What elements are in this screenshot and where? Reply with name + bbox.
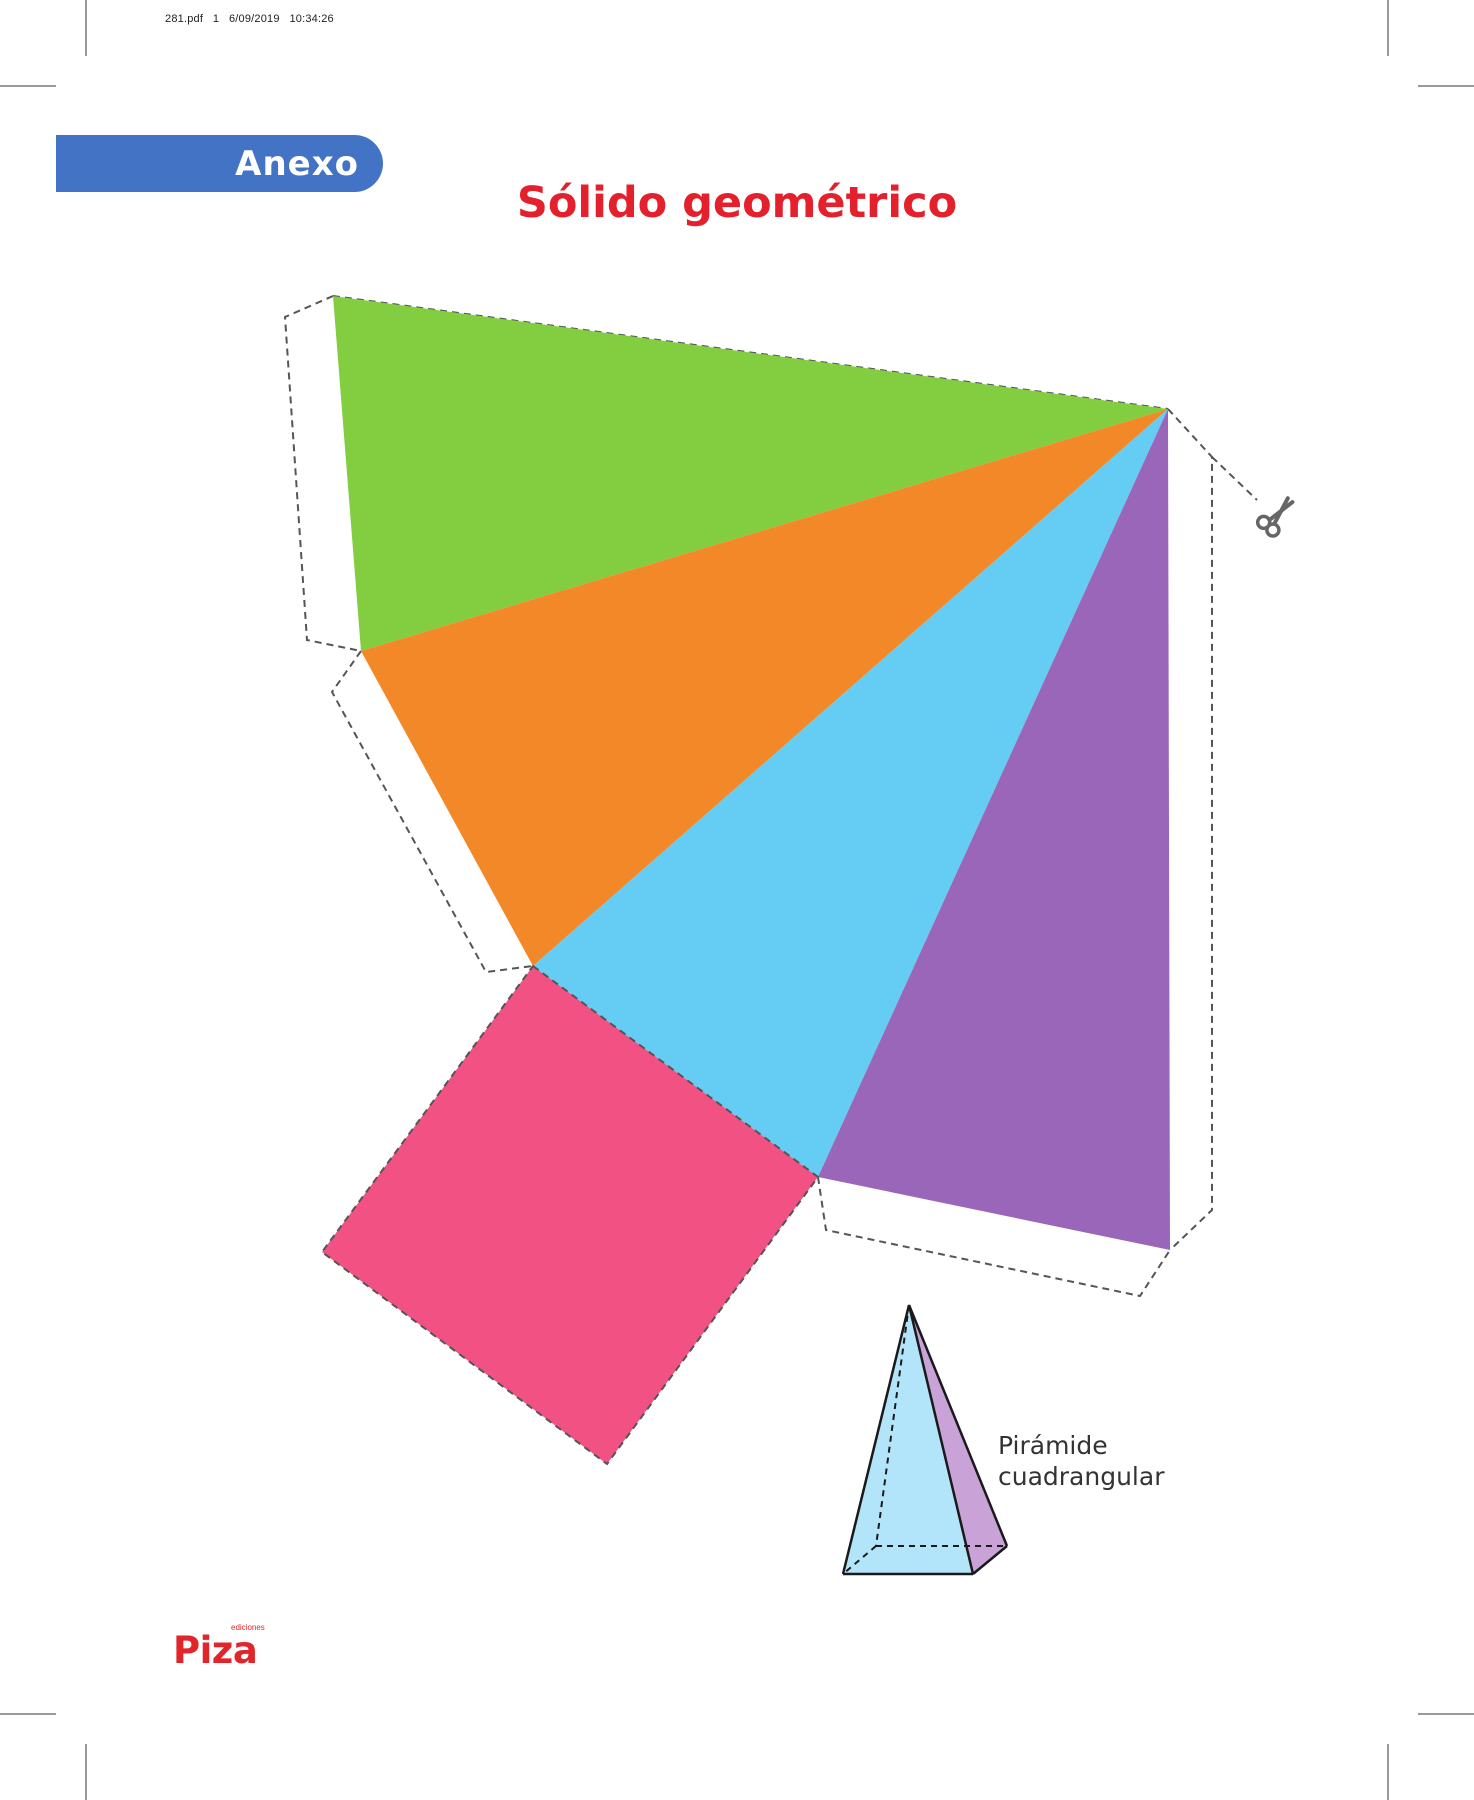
triangle-face-orange bbox=[361, 409, 1168, 966]
pyramid-side-face bbox=[909, 1305, 1007, 1574]
triangle-face-blue bbox=[533, 409, 1168, 1177]
publisher-logo: ediciones Piza bbox=[173, 1623, 273, 1671]
glue-tab-left bbox=[283, 295, 362, 652]
glue-tab-right bbox=[1167, 408, 1213, 1251]
pyramid-label-line1: Pirámide bbox=[998, 1431, 1108, 1460]
page-title: Sólido geométrico bbox=[516, 178, 958, 228]
glue-tab-bottom bbox=[817, 1176, 1171, 1298]
logo-main-text: Piza bbox=[173, 1629, 258, 1672]
logo-small-text: ediciones bbox=[231, 1623, 265, 1632]
cut-line-right-corner bbox=[1211, 456, 1258, 501]
triangle-face-green bbox=[333, 296, 1168, 651]
pyramid-label-line2: cuadrangular bbox=[998, 1462, 1165, 1491]
print-header: 281.pdf 1 6/09/2019 10:34:26 bbox=[165, 13, 334, 25]
triangle-face-purple bbox=[818, 409, 1170, 1250]
glue-tab-lower-left bbox=[330, 650, 534, 974]
pyramid-illustration bbox=[841, 1304, 1009, 1576]
pyramid-label: Pirámide cuadrangular bbox=[998, 1430, 1164, 1492]
anexo-tab: Anexo bbox=[56, 135, 383, 192]
pyramid-front-face bbox=[843, 1305, 973, 1574]
square-base-pink bbox=[320, 964, 820, 1466]
scissors-icon bbox=[1255, 496, 1295, 538]
anexo-label: Anexo bbox=[235, 143, 359, 184]
